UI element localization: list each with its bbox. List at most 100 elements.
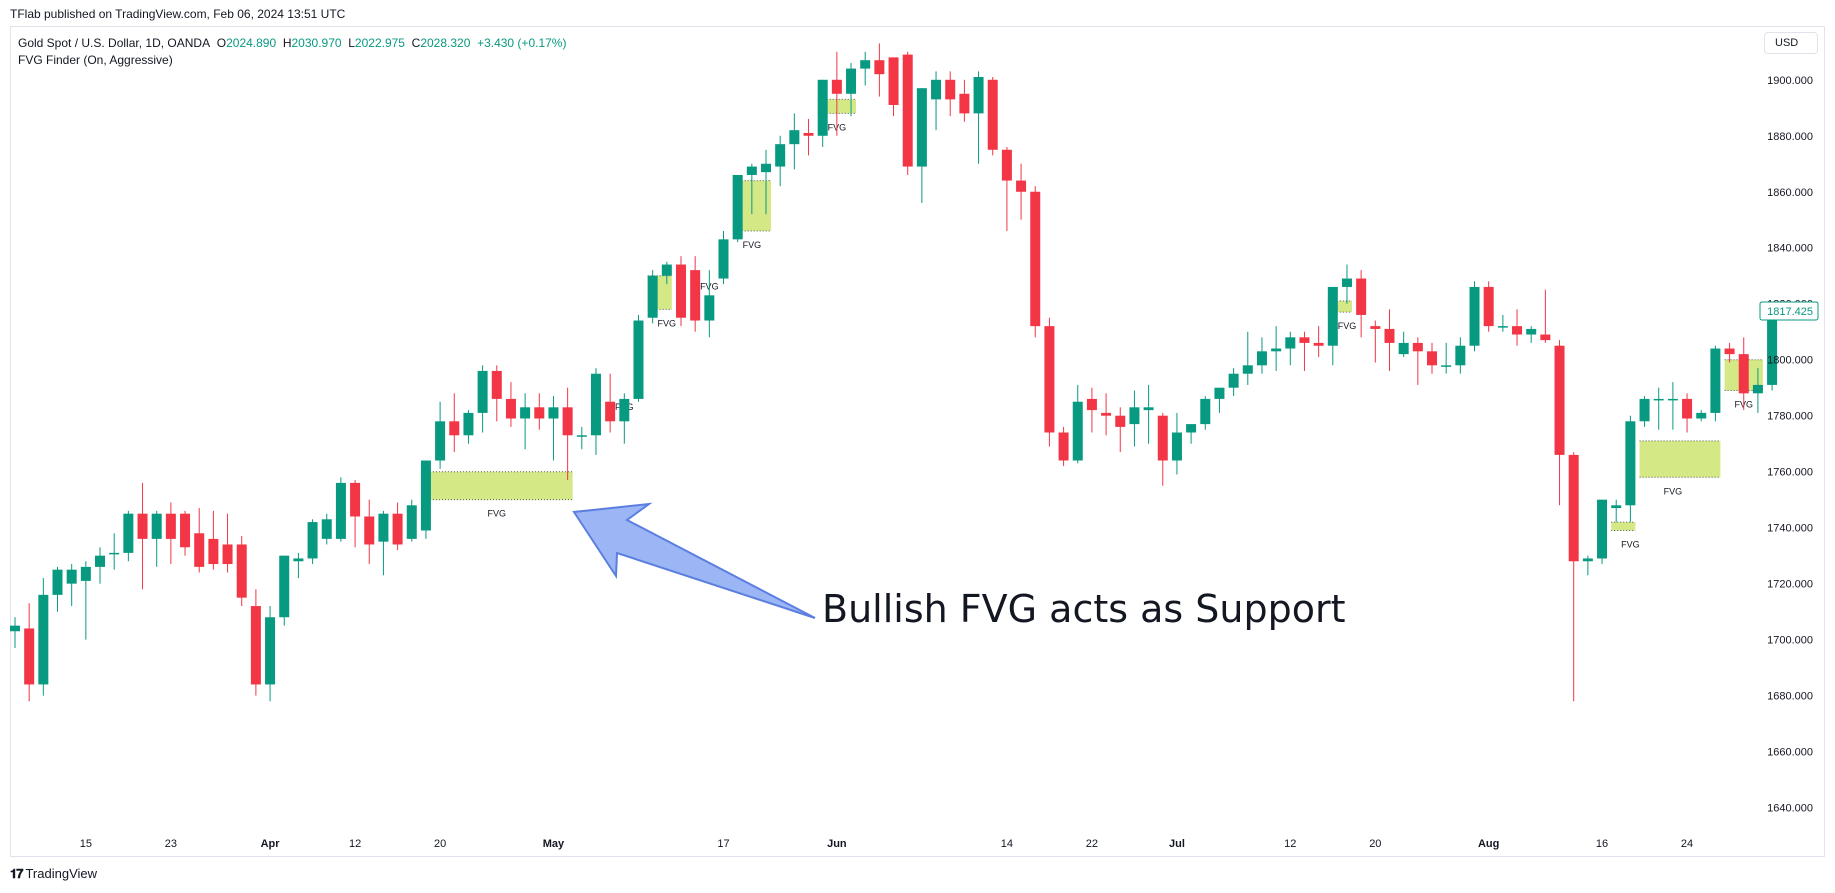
candle [1299, 331, 1310, 371]
x-axis: 15 23 Apr 12 20 May 17 Jun 14 22 Jul 12 20 Aug 16 24 [80, 838, 1693, 850]
candle-body [945, 79, 956, 100]
candle-body [1143, 407, 1154, 411]
candle-body [789, 130, 800, 145]
candle-body [477, 370, 488, 413]
candle [633, 314, 644, 402]
candle-body [1441, 365, 1452, 367]
candle-body [1667, 398, 1678, 401]
brand-name: TradingView [25, 866, 98, 881]
candle-body [449, 421, 460, 436]
candle [1030, 186, 1041, 338]
low-label: L [348, 36, 355, 50]
candle [335, 477, 346, 542]
x-tick-label: Aug [1478, 838, 1499, 850]
candle-body [250, 606, 261, 685]
candle-body [1752, 384, 1763, 394]
candle [562, 387, 573, 481]
candle-body [675, 264, 686, 318]
candle-body [973, 76, 984, 114]
candle [732, 174, 743, 243]
candle-body [1200, 398, 1211, 425]
candle-body [1724, 348, 1735, 355]
candle-body [1427, 351, 1437, 366]
candle-body [1512, 326, 1523, 335]
candle [1341, 264, 1352, 304]
candle [605, 373, 616, 433]
fvg-zone [420, 471, 573, 500]
candle-body [1469, 286, 1480, 346]
candle [1214, 387, 1225, 413]
candle-body [95, 555, 106, 567]
candle-body [576, 435, 587, 437]
candle [265, 606, 276, 702]
candle [1115, 407, 1126, 453]
candle-body [1497, 326, 1508, 328]
candle [1256, 337, 1267, 374]
candle [831, 51, 842, 136]
y-tick-label: 1760.000 [1767, 467, 1813, 479]
candle-body [378, 513, 389, 542]
candle [1086, 387, 1097, 433]
candle-body [661, 264, 672, 276]
candle [661, 261, 672, 285]
candle-body [605, 401, 616, 422]
candle [1752, 368, 1763, 413]
candle-body [1455, 345, 1466, 366]
candle-body [1738, 354, 1749, 394]
candle-body [1115, 415, 1126, 427]
candle-body [817, 79, 828, 136]
candle [1412, 337, 1423, 385]
candle-body [1653, 398, 1664, 401]
fvg-label: FVG [488, 509, 507, 519]
candle-body [24, 628, 35, 685]
candle [123, 510, 134, 562]
candle-body [590, 373, 601, 436]
candle [463, 410, 474, 444]
candle [1157, 412, 1168, 486]
indicator-row[interactable]: FVG Finder (On, Aggressive) [18, 53, 173, 67]
candle [1171, 412, 1182, 475]
y-tick-label: 1640.000 [1767, 803, 1813, 815]
candle [293, 552, 304, 579]
candle [52, 566, 63, 612]
annotation-text: Bullish FVG acts as Support [822, 587, 1346, 631]
candle [1653, 387, 1664, 430]
candle-body [1582, 558, 1593, 562]
candle-body [406, 505, 417, 539]
candle-body [1101, 412, 1112, 416]
fvg-label: FVG [1621, 539, 1640, 549]
chart-frame[interactable] [10, 26, 1825, 857]
fvg-label: FVG [1664, 486, 1683, 496]
candle-body [123, 513, 134, 553]
candle [1696, 410, 1707, 422]
x-tick-label: Jun [827, 838, 847, 850]
candle-body [66, 569, 77, 584]
candle [902, 51, 913, 175]
symbol-name: Gold Spot / U.S. Dollar, 1D, OANDA [18, 36, 211, 50]
candle [534, 393, 545, 430]
candle-body [803, 132, 814, 136]
candle [803, 118, 814, 156]
candle-body [1186, 424, 1197, 433]
candle-body [1384, 328, 1395, 343]
x-tick-label: 20 [434, 838, 446, 850]
tradingview-brand[interactable]: 𝟏𝟕 TradingView [10, 866, 97, 882]
candle-body [137, 513, 148, 539]
candle-body [1767, 312, 1778, 385]
candle [1101, 393, 1112, 436]
candle-body [364, 516, 375, 545]
annotation-arrow [572, 502, 816, 619]
candle [690, 256, 701, 332]
currency-button[interactable]: USD [1764, 32, 1818, 54]
fvg-zone [1327, 300, 1352, 313]
candle [435, 401, 446, 469]
candle [95, 547, 106, 584]
candle [789, 113, 800, 170]
candle-body [1072, 401, 1083, 461]
candle-body [902, 54, 913, 167]
fvg-zone [1639, 440, 1721, 478]
candle [1639, 396, 1650, 427]
candle [1738, 337, 1749, 411]
candle [1469, 281, 1480, 352]
